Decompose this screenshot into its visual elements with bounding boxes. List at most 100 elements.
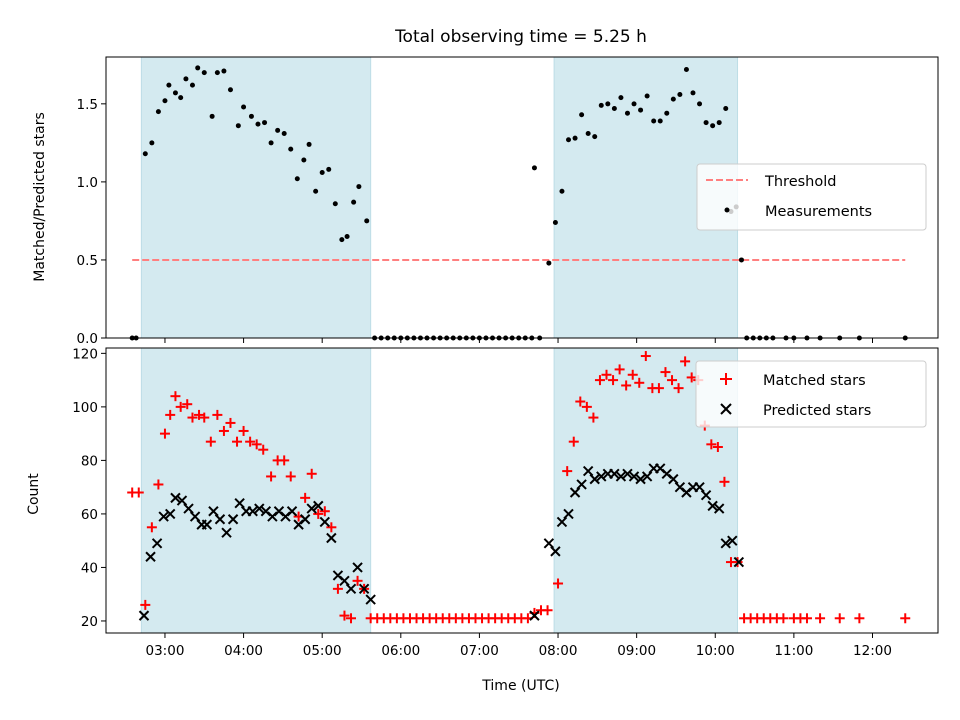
measurement-point	[255, 121, 261, 127]
matched-star-point	[306, 468, 317, 479]
predicted-star-point	[221, 527, 232, 538]
predicted-star-point	[628, 471, 640, 482]
measurement-point	[552, 219, 558, 225]
matched-star-point	[640, 351, 651, 362]
matched-star-point	[194, 409, 205, 420]
matched-star-point	[594, 375, 605, 386]
measurement-point	[281, 130, 287, 136]
predicted-star-point	[700, 489, 712, 501]
predicted-star-point	[556, 516, 568, 528]
y-tick-label: 60	[81, 507, 98, 523]
predicted-star-point	[145, 551, 156, 562]
predicted-star-point	[596, 471, 607, 482]
measurement-point	[677, 91, 683, 97]
matched-star-point	[175, 401, 186, 412]
measurement-point	[738, 257, 744, 263]
matched-star-point	[352, 575, 363, 586]
measurement-point	[142, 151, 148, 157]
measurement-point	[155, 109, 161, 115]
matched-star-point	[165, 409, 176, 420]
measurement-point	[697, 101, 703, 107]
matched-star-point	[834, 613, 845, 624]
measurement-point	[248, 113, 254, 119]
matched-star-point	[232, 436, 243, 447]
measurement-point	[241, 104, 247, 110]
bottom-x-ticks: 03:00 04:00 05:00 06:00 07:00 08:00 09:00 10:00…	[146, 633, 892, 659]
matched-star-point	[614, 364, 625, 375]
measurement-point	[301, 157, 307, 163]
measurement-point	[631, 101, 637, 107]
x-tick-label: 03:00	[146, 643, 185, 659]
measurement-point	[664, 110, 670, 116]
predicted-star-point	[345, 583, 357, 595]
measurement-point	[690, 90, 696, 96]
matched-star-point	[346, 613, 357, 624]
matched-star-point	[581, 401, 592, 412]
x-tick-label: 07:00	[460, 643, 499, 659]
predicted-star-point	[234, 498, 245, 509]
predicted-star-point	[569, 487, 581, 498]
x-tick-label: 05:00	[303, 643, 342, 659]
measurement-point	[559, 188, 565, 194]
y-tick-label: 20	[81, 614, 98, 630]
y-tick-label: 1.5	[77, 97, 98, 113]
predicted-star-point	[529, 610, 540, 621]
ratio-panel: 0.0 0.5 1.0 1.5 Matched/Predicted stars Thr…	[32, 56, 939, 347]
matched-star-point	[601, 369, 612, 380]
matched-legend-label: Matched stars	[763, 373, 866, 389]
predicted-star-point	[668, 473, 679, 485]
predicted-star-point	[543, 538, 555, 549]
matched-star-point	[339, 610, 350, 621]
predicted-star-point	[720, 538, 731, 549]
predicted-star-point	[694, 481, 705, 493]
chart-title: Total observing time = 5.25 h	[394, 27, 647, 47]
matched-star-point	[225, 417, 236, 428]
matched-star-point	[266, 471, 277, 482]
predicted-star-point	[306, 503, 317, 514]
predicted-star-point	[589, 473, 600, 485]
y-tick-label: 40	[81, 560, 98, 576]
matched-star-point	[212, 409, 223, 420]
predicted-star-point	[164, 508, 176, 520]
matched-star-point	[553, 578, 564, 589]
matched-star-point	[279, 455, 290, 466]
matched-star-point	[218, 425, 229, 436]
matched-star-point	[332, 583, 343, 594]
matched-star-point	[588, 412, 599, 423]
predicted-star-point	[582, 465, 594, 477]
measurement-point	[605, 101, 611, 107]
x-tick-label: 08:00	[539, 643, 578, 659]
predicted-star-point	[170, 492, 181, 504]
measurement-point	[618, 95, 624, 101]
matched-star-point	[815, 613, 826, 624]
matched-star-point	[660, 367, 671, 378]
predicted-star-point	[615, 471, 627, 482]
measurement-point	[162, 98, 168, 104]
matched-star-point	[258, 444, 269, 455]
y-tick-label: 80	[81, 453, 98, 469]
predicted-star-point	[189, 511, 201, 522]
measurement-point	[294, 176, 300, 182]
x-tick-label: 10:00	[696, 643, 735, 659]
matched-star-point	[140, 599, 151, 610]
matched-star-point	[575, 396, 586, 407]
measurement-point	[546, 260, 552, 266]
matched-star-point	[627, 369, 638, 380]
measurement-point	[723, 106, 729, 112]
measurement-point	[566, 137, 572, 143]
top-x-ticks	[164, 338, 873, 343]
matched-star-point	[319, 506, 330, 517]
top-shaded-intervals	[140, 56, 739, 339]
matched-star-point	[621, 380, 632, 391]
predicted-star-point	[151, 538, 163, 549]
matched-star-point	[313, 508, 324, 519]
predicted-star-point	[158, 511, 169, 522]
matched-star-point	[251, 439, 262, 450]
measurement-point	[166, 82, 172, 88]
predicted-star-point	[201, 519, 213, 530]
predicted-star-point	[365, 594, 376, 605]
predicted-star-point	[254, 503, 265, 514]
bottom-axes-frame	[105, 347, 939, 634]
predicted-star-point	[339, 575, 350, 587]
measurement-point	[172, 90, 178, 96]
